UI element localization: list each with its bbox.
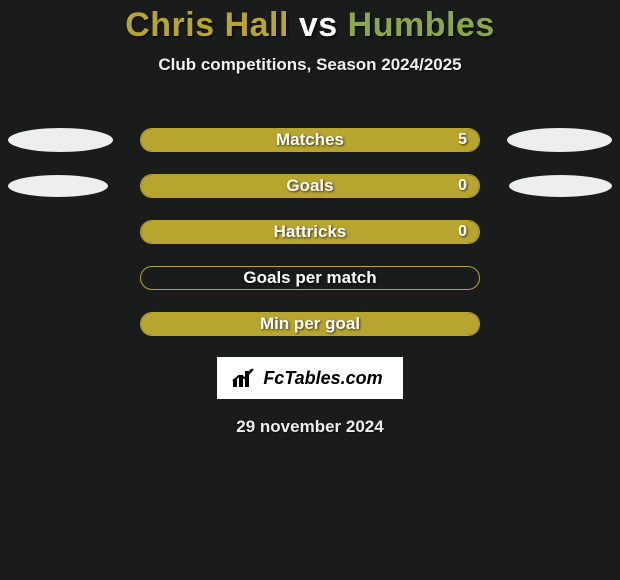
comparison-rows: Matches5Goals0Hattricks0Goals per matchM… xyxy=(0,117,620,347)
stat-row: Min per goal xyxy=(0,301,620,347)
logo-text: FcTables.com xyxy=(263,368,382,389)
title-player-left: Chris Hall xyxy=(125,6,289,44)
bar-value: 0 xyxy=(458,223,467,241)
bar-label: Hattricks xyxy=(141,222,479,242)
bar-track: Matches5 xyxy=(140,128,480,152)
right-ellipse xyxy=(509,175,612,197)
page-title: Chris Hall vs Humbles xyxy=(0,6,620,45)
bar-value: 5 xyxy=(458,131,467,149)
title-vs: vs xyxy=(299,6,338,44)
bar-track: Goals per match xyxy=(140,266,480,290)
stat-row: Hattricks0 xyxy=(0,209,620,255)
title-player-right: Humbles xyxy=(348,6,495,44)
logo-badge: FcTables.com xyxy=(217,357,402,399)
bar-track: Hattricks0 xyxy=(140,220,480,244)
bar-label: Min per goal xyxy=(141,314,479,334)
bar-track: Min per goal xyxy=(140,312,480,336)
chart-icon xyxy=(231,367,257,389)
bar-label: Goals per match xyxy=(141,268,479,288)
bar-track: Goals0 xyxy=(140,174,480,198)
right-ellipse xyxy=(507,128,612,152)
bar-label: Goals xyxy=(141,176,479,196)
left-ellipse xyxy=(8,128,113,152)
subtitle: Club competitions, Season 2024/2025 xyxy=(0,55,620,75)
stat-row: Matches5 xyxy=(0,117,620,163)
date-stamp: 29 november 2024 xyxy=(0,417,620,437)
bar-label: Matches xyxy=(141,130,479,150)
stat-row: Goals per match xyxy=(0,255,620,301)
stat-row: Goals0 xyxy=(0,163,620,209)
left-ellipse xyxy=(8,175,108,197)
bar-value: 0 xyxy=(458,177,467,195)
